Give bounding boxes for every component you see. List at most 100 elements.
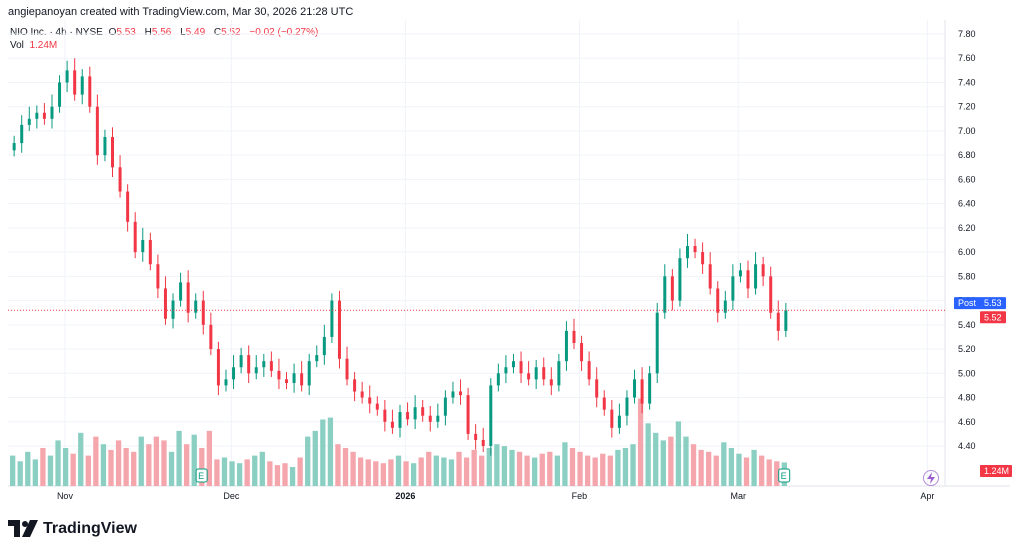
- candle-body: [269, 361, 273, 371]
- candle-body: [35, 112, 39, 119]
- volume-bar: [305, 436, 311, 486]
- y-tick-label: 4.40: [958, 441, 976, 451]
- candle-body: [390, 421, 394, 428]
- earnings-marker[interactable]: [195, 468, 208, 483]
- candle-body: [232, 367, 236, 380]
- candle-body: [549, 379, 553, 386]
- y-tick-label: 7.00: [958, 126, 976, 136]
- volume-bar: [774, 461, 780, 486]
- volume-bar: [176, 430, 182, 486]
- candle-body: [126, 191, 130, 222]
- volume-label[interactable]: Vol: [10, 40, 24, 51]
- volume-bar: [584, 455, 591, 486]
- volume-bar: [653, 432, 659, 486]
- y-tick-label: 6.00: [958, 247, 976, 257]
- volume-bar: [448, 459, 455, 486]
- candle-body: [224, 379, 228, 386]
- volume-bar: [539, 453, 545, 486]
- candle-body: [368, 397, 372, 404]
- lightning-icon[interactable]: [923, 470, 939, 486]
- volume-bar: [55, 440, 61, 486]
- last-price-badge: [980, 311, 1006, 324]
- post-price-label: Post: [958, 298, 977, 308]
- post-price-value: 5.53: [984, 298, 1002, 308]
- volume-bar: [622, 448, 629, 486]
- candle-body: [640, 379, 644, 404]
- x-tick-label: Nov: [57, 491, 74, 501]
- volume-bar: [100, 444, 107, 486]
- candle-body: [595, 379, 599, 398]
- candle-body: [12, 143, 16, 151]
- volume-legend: Vol 1.24M: [10, 40, 57, 51]
- volume-bar: [721, 442, 727, 486]
- volume-bar: [10, 455, 16, 486]
- volume-bar: [221, 457, 228, 486]
- candle-body: [466, 395, 470, 434]
- volume-bar: [78, 432, 84, 486]
- symbol-name[interactable]: NIO Inc. · 4h · NYSE: [10, 27, 103, 38]
- candle-body: [285, 379, 289, 383]
- candle-body: [504, 367, 508, 374]
- candle-body: [731, 276, 735, 301]
- candle-body: [406, 412, 410, 420]
- earnings-marker[interactable]: [778, 468, 791, 483]
- candle-body: [557, 361, 561, 386]
- volume-bar: [698, 449, 704, 486]
- volume-bar: [433, 455, 439, 486]
- volume-bar: [123, 448, 129, 486]
- volume-bar: [320, 419, 326, 486]
- candle-body: [617, 415, 621, 428]
- candle-body: [670, 276, 674, 301]
- volume-bar: [743, 457, 750, 486]
- volume-bar: [161, 440, 167, 486]
- candle-body: [723, 300, 727, 313]
- candle-body: [572, 330, 576, 343]
- change-value: −0.02 (−0.27%): [249, 27, 319, 38]
- candle-body: [428, 415, 432, 422]
- volume-bar: [547, 451, 553, 486]
- candle-body: [88, 76, 92, 107]
- chart-credit: angiepanoyan created with TradingView.co…: [8, 6, 354, 18]
- volume-bar: [615, 449, 621, 486]
- candle-body: [163, 288, 167, 319]
- volume-bar: [115, 440, 122, 486]
- volume-bar: [358, 457, 364, 486]
- candle-body: [118, 167, 122, 192]
- candle-body: [769, 276, 773, 313]
- volume-bar: [184, 444, 190, 486]
- y-tick-label: 6.20: [958, 223, 976, 233]
- volume-bar: [758, 455, 765, 486]
- candle-body: [322, 336, 326, 356]
- candle-body: [277, 370, 281, 380]
- candle-body: [413, 407, 417, 420]
- candle-body: [315, 355, 319, 362]
- candle-body: [398, 412, 402, 428]
- low-value: L5.49: [180, 27, 206, 38]
- volume-bar: [25, 451, 31, 486]
- volume-bar: [532, 457, 538, 486]
- volume-bar: [236, 463, 243, 486]
- y-tick-label: 5.20: [958, 344, 976, 354]
- volume-bar: [645, 423, 651, 486]
- volume-bar: [494, 444, 500, 486]
- volume-bar: [516, 451, 523, 486]
- candle-body: [481, 439, 485, 446]
- candle-body: [42, 112, 46, 119]
- volume-bar: [85, 455, 91, 486]
- candle-body: [337, 300, 341, 359]
- candle-body: [247, 355, 251, 374]
- volume-bar: [592, 457, 598, 486]
- volume-bar: [47, 455, 54, 486]
- candle-body: [663, 276, 667, 313]
- volume-bar: [562, 442, 568, 486]
- x-tick-label: Apr: [920, 491, 934, 501]
- candle-body: [111, 137, 115, 168]
- volume-bar: [138, 436, 144, 486]
- volume-bar: [282, 463, 288, 486]
- tradingview-logo: TradingView: [8, 520, 137, 538]
- volume-bar: [297, 457, 303, 486]
- candle-body: [156, 264, 160, 289]
- volume-bar: [252, 455, 258, 486]
- volume-bar: [312, 430, 318, 486]
